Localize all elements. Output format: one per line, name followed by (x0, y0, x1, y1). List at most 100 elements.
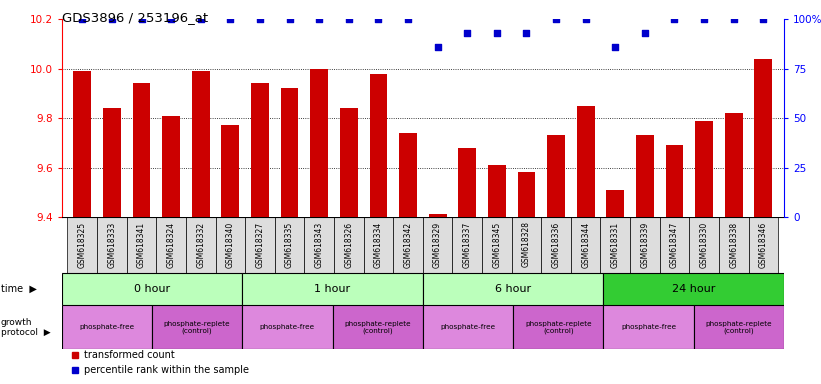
Bar (423, 273, 603, 305)
Bar (242, 305, 333, 349)
Point (105, 16, 118, 22)
Bar (62, 305, 152, 349)
Point (313, 16, 326, 22)
Point (254, 16, 267, 22)
Bar (423, 217, 452, 273)
Point (342, 16, 355, 22)
Text: 24 hour: 24 hour (672, 284, 715, 294)
Bar (754, 59, 773, 217)
Text: phosphate-free: phosphate-free (440, 324, 496, 330)
Bar (340, 108, 358, 217)
Text: GSM618334: GSM618334 (374, 222, 383, 268)
Text: 1 hour: 1 hour (314, 284, 351, 294)
Text: GSM618333: GSM618333 (108, 222, 117, 268)
Point (76, 16, 89, 22)
Point (727, 16, 741, 22)
Point (608, 44, 621, 50)
Bar (458, 148, 476, 217)
Bar (547, 136, 565, 217)
Text: phosphate-free: phosphate-free (79, 324, 135, 330)
Text: GSM618326: GSM618326 (344, 222, 353, 268)
Bar (334, 217, 364, 273)
Text: GSM618327: GSM618327 (255, 222, 264, 268)
Text: GSM618329: GSM618329 (433, 222, 443, 268)
Text: phosphate-free: phosphate-free (621, 324, 677, 330)
Text: GSM618325: GSM618325 (78, 222, 87, 268)
Point (164, 16, 177, 22)
Text: growth
protocol  ▶: growth protocol ▶ (1, 318, 50, 337)
Text: phosphate-replete
(control): phosphate-replete (control) (344, 321, 411, 334)
Bar (749, 217, 778, 273)
Bar (517, 172, 535, 217)
Text: GSM618337: GSM618337 (463, 222, 472, 268)
Bar (333, 305, 423, 349)
Bar (660, 217, 690, 273)
Text: GSM618346: GSM618346 (759, 222, 768, 268)
Point (372, 16, 385, 22)
Bar (251, 83, 268, 217)
Legend: transformed count, percentile rank within the sample: transformed count, percentile rank withi… (67, 346, 253, 379)
Point (224, 16, 237, 22)
Bar (67, 217, 97, 273)
Text: GSM618328: GSM618328 (522, 222, 531, 267)
Bar (423, 305, 513, 349)
Point (283, 16, 296, 22)
Point (135, 16, 148, 22)
Bar (310, 69, 328, 217)
Bar (222, 126, 239, 217)
Bar (186, 217, 216, 273)
Text: 0 hour: 0 hour (134, 284, 170, 294)
Text: phosphate-replete
(control): phosphate-replete (control) (705, 321, 773, 334)
Bar (393, 217, 423, 273)
Bar (488, 165, 506, 217)
Text: GSM618345: GSM618345 (493, 222, 502, 268)
Bar (482, 217, 511, 273)
Bar (369, 74, 388, 217)
Bar (156, 217, 186, 273)
Text: GSM618335: GSM618335 (285, 222, 294, 268)
Text: GSM618338: GSM618338 (729, 222, 738, 268)
Bar (571, 217, 600, 273)
Bar (192, 71, 209, 217)
Point (431, 44, 444, 50)
Text: time  ▶: time ▶ (1, 284, 37, 294)
Bar (62, 273, 242, 305)
Text: GSM618339: GSM618339 (640, 222, 649, 268)
Point (490, 30, 503, 36)
Bar (513, 305, 603, 349)
Bar (126, 217, 156, 273)
Bar (163, 116, 180, 217)
Text: GSM618341: GSM618341 (137, 222, 146, 268)
Text: GSM618330: GSM618330 (699, 222, 709, 268)
Text: GSM618347: GSM618347 (670, 222, 679, 268)
Bar (636, 136, 654, 217)
Bar (452, 217, 482, 273)
Text: GSM618344: GSM618344 (581, 222, 590, 268)
Bar (603, 273, 784, 305)
Bar (600, 217, 630, 273)
Point (549, 16, 562, 22)
Bar (695, 121, 713, 217)
Bar (242, 273, 423, 305)
Point (461, 30, 474, 36)
Bar (666, 145, 683, 217)
Text: GDS3896 / 253196_at: GDS3896 / 253196_at (62, 12, 208, 25)
Bar (603, 305, 694, 349)
Point (668, 16, 681, 22)
Bar (719, 217, 749, 273)
Bar (541, 217, 571, 273)
Point (757, 16, 770, 22)
Text: phosphate-replete
(control): phosphate-replete (control) (163, 321, 231, 334)
Point (195, 16, 208, 22)
Bar (607, 190, 624, 217)
Text: GSM618332: GSM618332 (196, 222, 205, 268)
Bar (511, 217, 541, 273)
Text: GSM618343: GSM618343 (314, 222, 323, 268)
Bar (690, 217, 719, 273)
Text: GSM618331: GSM618331 (611, 222, 620, 268)
Bar (305, 217, 334, 273)
Bar (429, 215, 447, 217)
Text: GSM618342: GSM618342 (403, 222, 412, 268)
Text: phosphate-free: phosphate-free (259, 324, 315, 330)
Text: GSM618340: GSM618340 (226, 222, 235, 268)
